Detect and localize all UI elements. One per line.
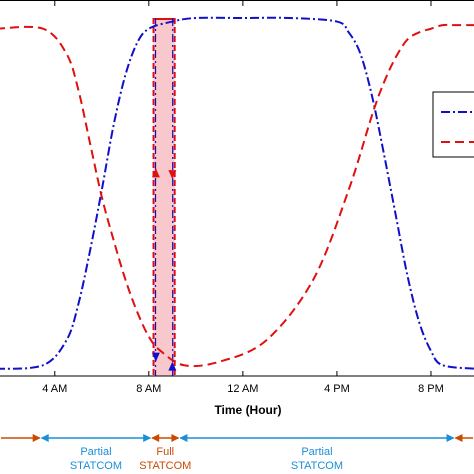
mode-timeline: Partial STATCOM Full STATCOM Partial STATCOM — [1, 434, 473, 472]
switch-arrow-down-2 — [168, 170, 177, 180]
mode-label: Partial — [301, 446, 332, 458]
x-tick-label: 8 AM — [136, 383, 161, 395]
series-line-1 — [0, 23, 474, 368]
mode-label: STATCOM — [139, 460, 191, 472]
legend-box — [432, 91, 474, 158]
switch-arrow-down-1 — [151, 352, 160, 362]
mode-arrow-head-left — [151, 434, 160, 442]
x-tick-label: 4 AM — [42, 383, 67, 395]
mode-label: Full — [156, 446, 174, 458]
mode-arrow-head-left — [454, 434, 463, 442]
mode-arrow-head-right — [143, 434, 152, 442]
legend — [432, 91, 474, 158]
mode-arrow-head-left — [179, 434, 188, 442]
mode-arrow-head-right — [32, 434, 41, 442]
x-axis-label: Time (Hour) — [214, 403, 281, 417]
switch-arrow-layer — [151, 168, 177, 371]
mode-arrow-head-right — [171, 434, 180, 442]
mode-label: STATCOM — [291, 460, 343, 472]
mode-arrow-head-left — [40, 434, 49, 442]
mode-label: Partial — [80, 446, 111, 458]
switch-arrow-up-0 — [151, 168, 160, 178]
series-line-0 — [0, 16, 474, 370]
x-tick-label: 8 PM — [418, 383, 444, 395]
mode-arrow-head-right — [446, 434, 455, 442]
axes-layer: 4 AM 8 AM 12 AM 4 PM 8 PM — [0, 0, 474, 395]
x-tick-label: 12 AM — [227, 383, 258, 395]
series-layer — [0, 16, 474, 370]
switch-arrow-up-3 — [168, 361, 177, 371]
mode-label: STATCOM — [70, 460, 122, 472]
x-tick-label: 4 PM — [324, 383, 350, 395]
highlight-band-layer — [152, 18, 176, 376]
full-statcom-band — [153, 18, 175, 376]
